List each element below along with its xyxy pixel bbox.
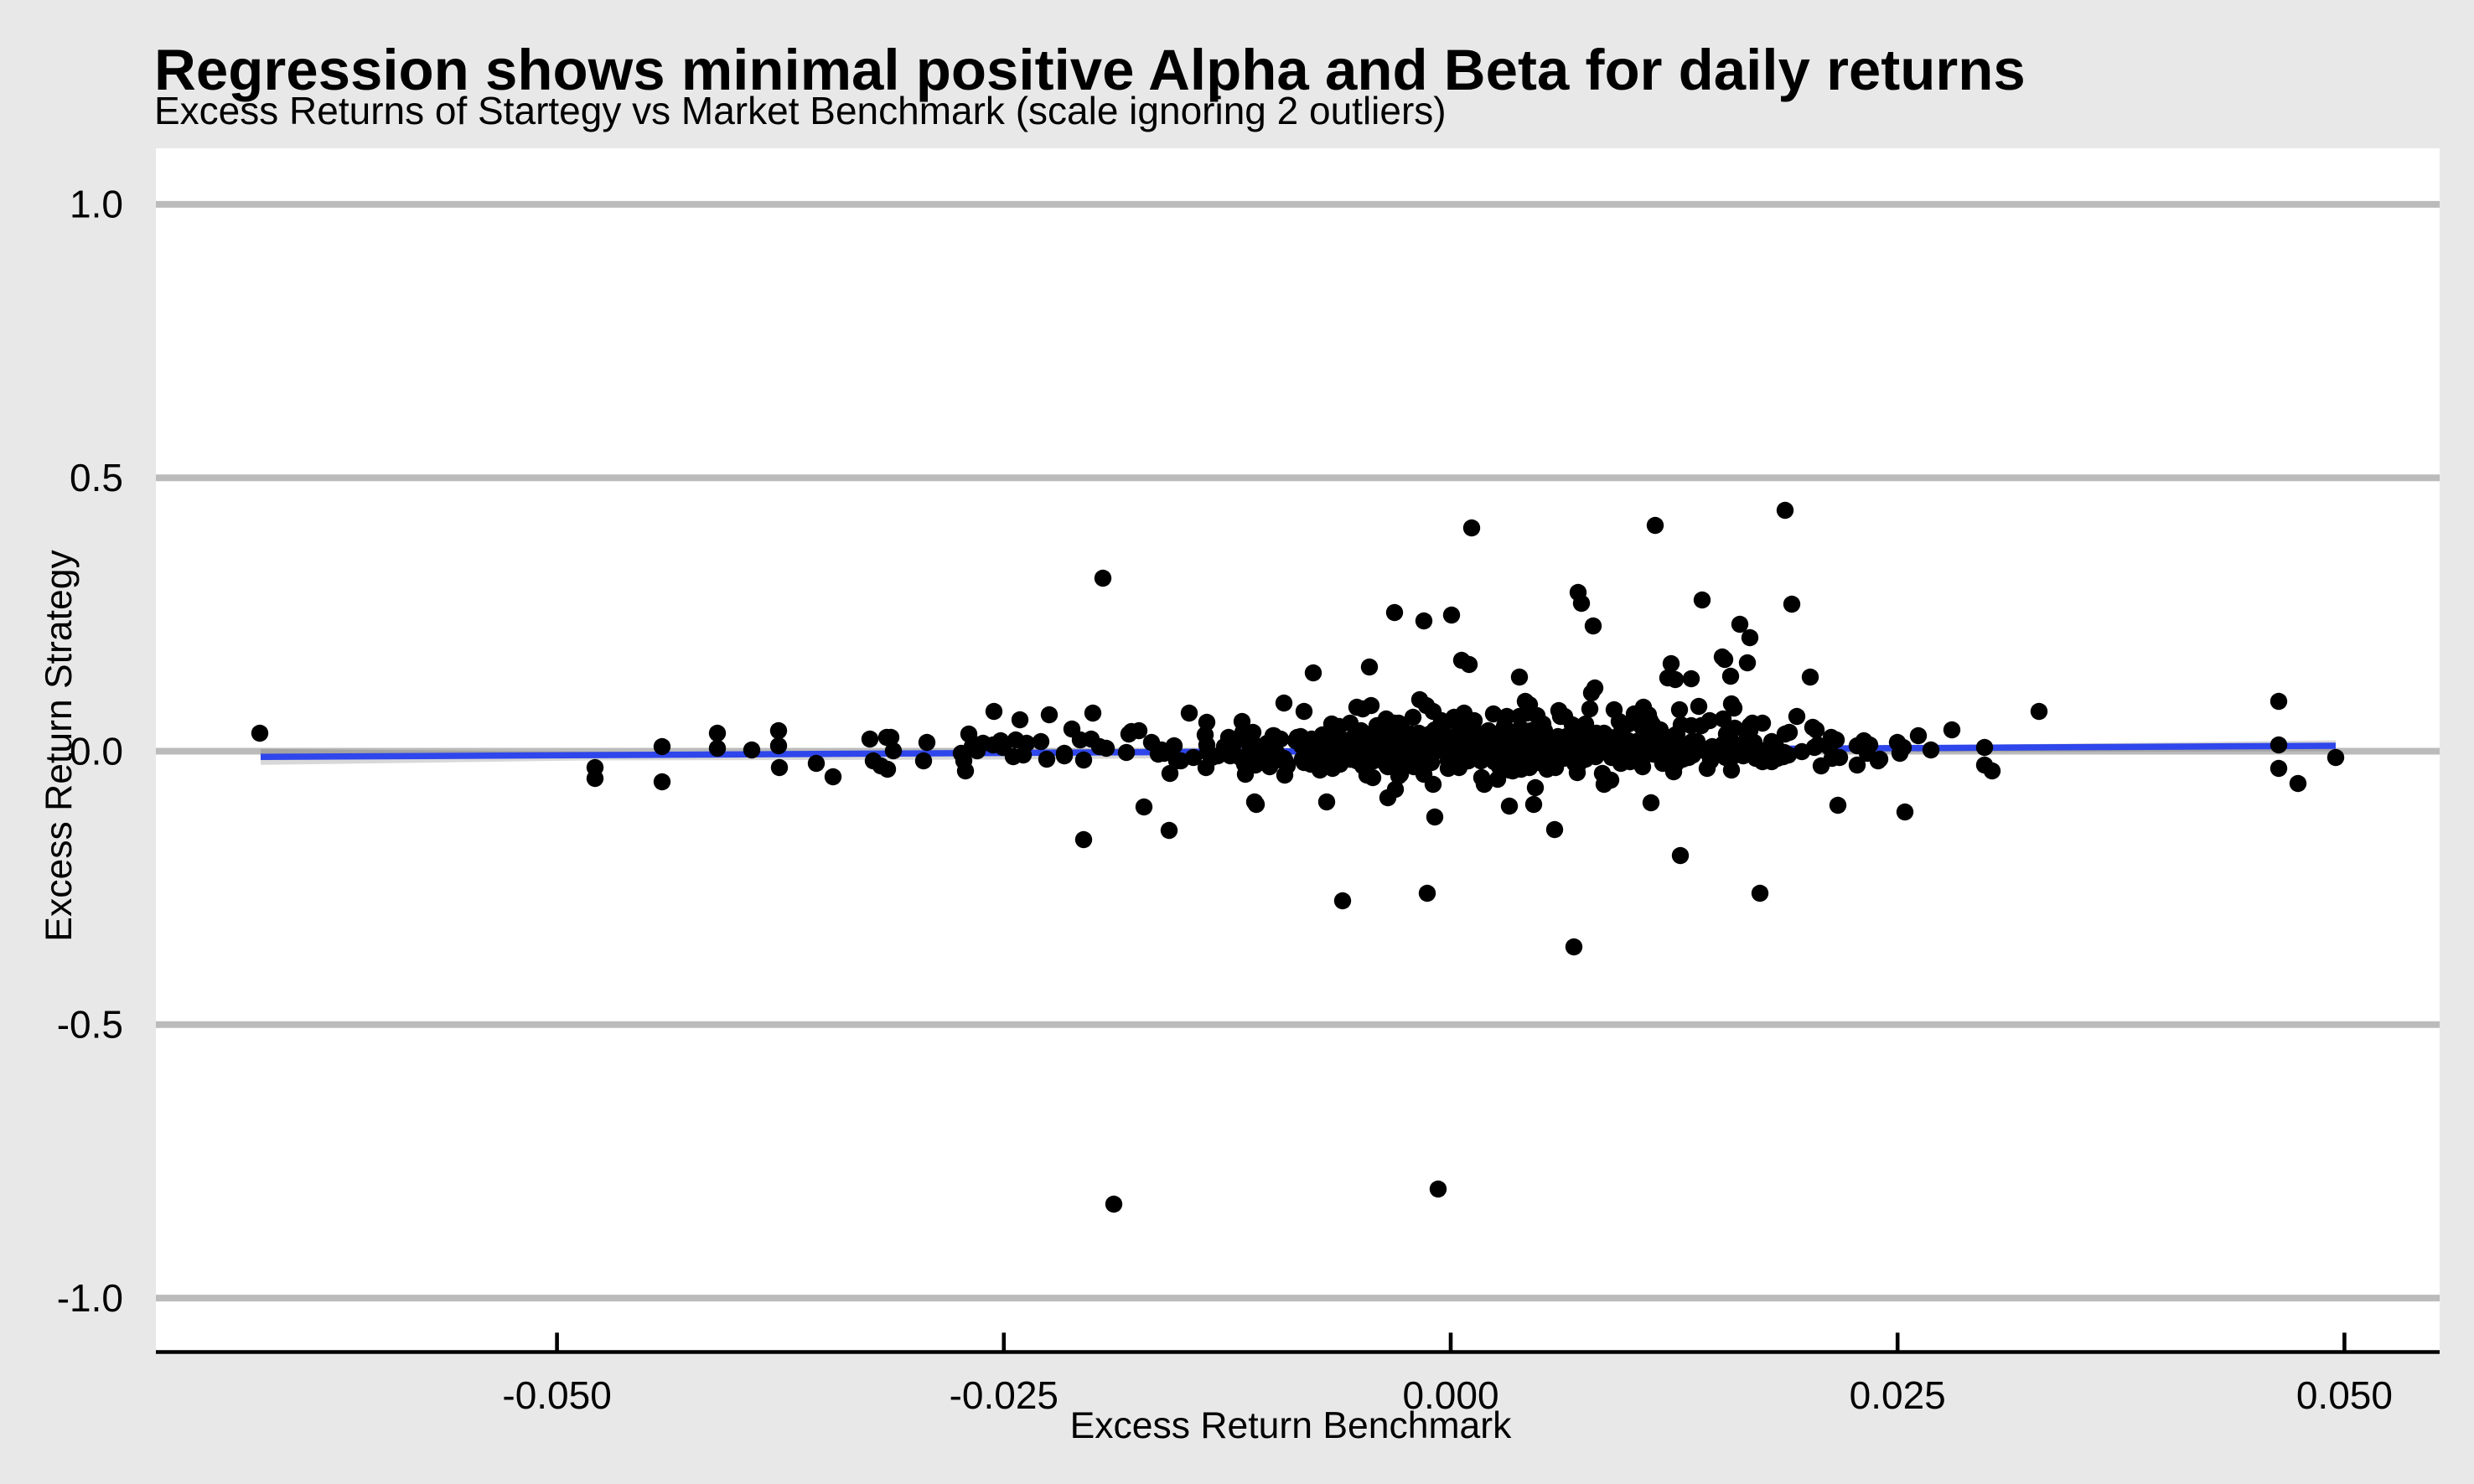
svg-text:Regression shows minimal posit: Regression shows minimal positive Alpha … xyxy=(154,38,2026,102)
svg-text:Excess Returns of Startegy vs: Excess Returns of Startegy vs Market Ben… xyxy=(154,89,1447,132)
svg-text:0.5: 0.5 xyxy=(70,456,123,499)
svg-text:0.0: 0.0 xyxy=(70,729,123,773)
svg-text:0.000: 0.000 xyxy=(1402,1373,1498,1417)
svg-text:0.025: 0.025 xyxy=(1850,1373,1946,1417)
svg-text:-0.025: -0.025 xyxy=(950,1373,1058,1417)
svg-text:Excess Return Strategy: Excess Return Strategy xyxy=(39,550,80,942)
svg-text:Excess Return Benchmark: Excess Return Benchmark xyxy=(1070,1405,1513,1446)
svg-text:1.0: 1.0 xyxy=(70,183,123,226)
svg-text:-0.050: -0.050 xyxy=(502,1373,611,1417)
svg-text:-1.0: -1.0 xyxy=(57,1276,123,1320)
svg-text:0.050: 0.050 xyxy=(2296,1373,2393,1417)
svg-text:-0.5: -0.5 xyxy=(57,1003,123,1047)
